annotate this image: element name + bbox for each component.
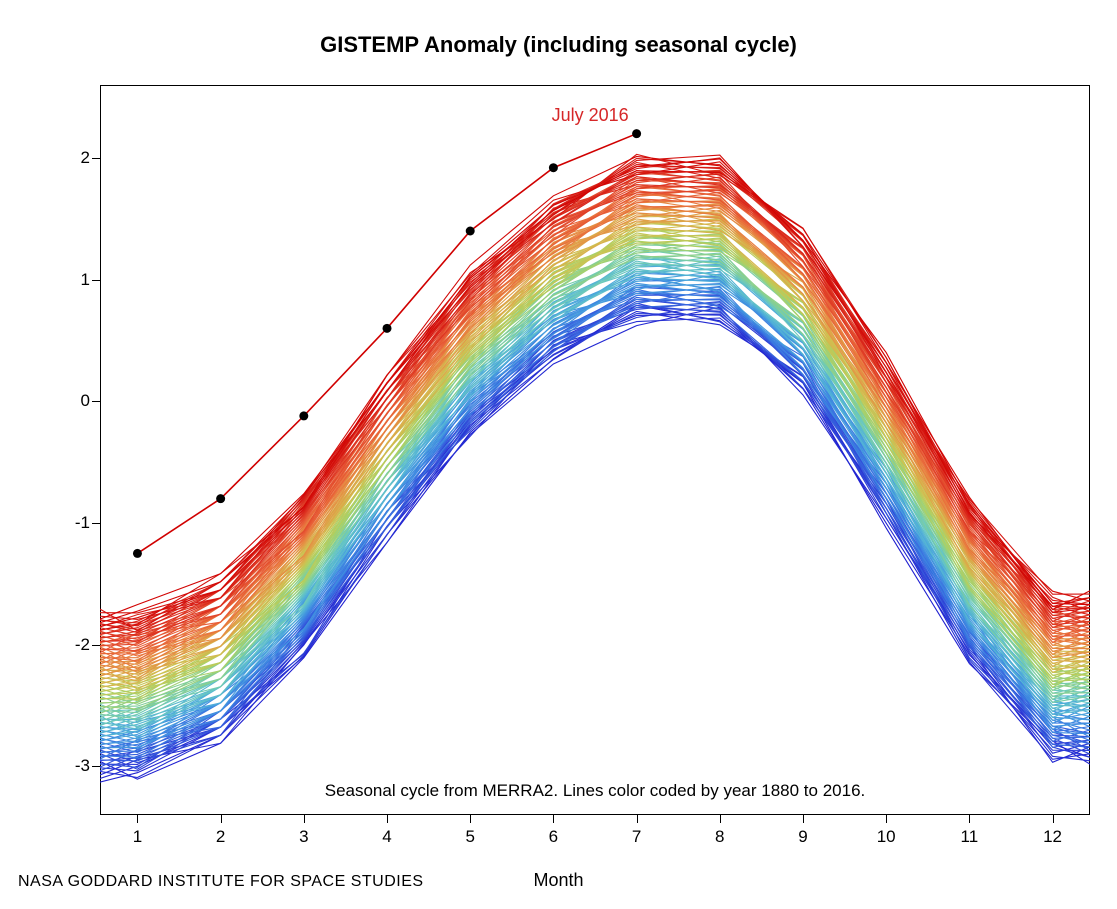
x-tick-label: 3 [289,827,319,847]
x-tick-mark [137,815,138,823]
x-tick-mark [803,815,804,823]
x-tick-label: 10 [871,827,901,847]
y-tick-mark [92,766,100,767]
x-tick-label: 2 [206,827,236,847]
marker-2016 [466,227,475,236]
marker-2016 [133,549,142,558]
x-tick-label: 6 [538,827,568,847]
y-tick-label: 2 [60,148,90,168]
x-tick-mark [886,815,887,823]
y-tick-mark [92,523,100,524]
x-tick-label: 11 [954,827,984,847]
y-tick-mark [92,158,100,159]
marker-2016 [299,411,308,420]
x-tick-label: 4 [372,827,402,847]
x-tick-mark [387,815,388,823]
series-annotation-2016: July 2016 [552,105,629,126]
marker-2016 [216,494,225,503]
y-tick-mark [92,280,100,281]
chart-container: GISTEMP Anomaly (including seasonal cycl… [0,0,1117,909]
y-tick-label: -1 [60,513,90,533]
x-tick-mark [221,815,222,823]
y-tick-label: 1 [60,270,90,290]
line-series-layer [0,0,1117,909]
year-line [100,223,1090,678]
x-tick-label: 1 [122,827,152,847]
x-tick-label: 12 [1038,827,1068,847]
x-tick-mark [637,815,638,823]
y-tick-mark [92,645,100,646]
y-tick-mark [92,401,100,402]
x-tick-label: 9 [788,827,818,847]
x-tick-mark [553,815,554,823]
y-tick-label: 0 [60,391,90,411]
x-tick-label: 8 [705,827,735,847]
x-tick-label: 5 [455,827,485,847]
marker-2016 [383,324,392,333]
chart-subtitle: Seasonal cycle from MERRA2. Lines color … [100,781,1090,801]
x-tick-mark [304,815,305,823]
y-tick-label: -2 [60,635,90,655]
x-tick-mark [969,815,970,823]
x-tick-mark [1053,815,1054,823]
marker-2016 [549,163,558,172]
marker-2016 [632,129,641,138]
x-tick-mark [720,815,721,823]
x-tick-label: 7 [622,827,652,847]
y-tick-label: -3 [60,756,90,776]
x-tick-mark [470,815,471,823]
